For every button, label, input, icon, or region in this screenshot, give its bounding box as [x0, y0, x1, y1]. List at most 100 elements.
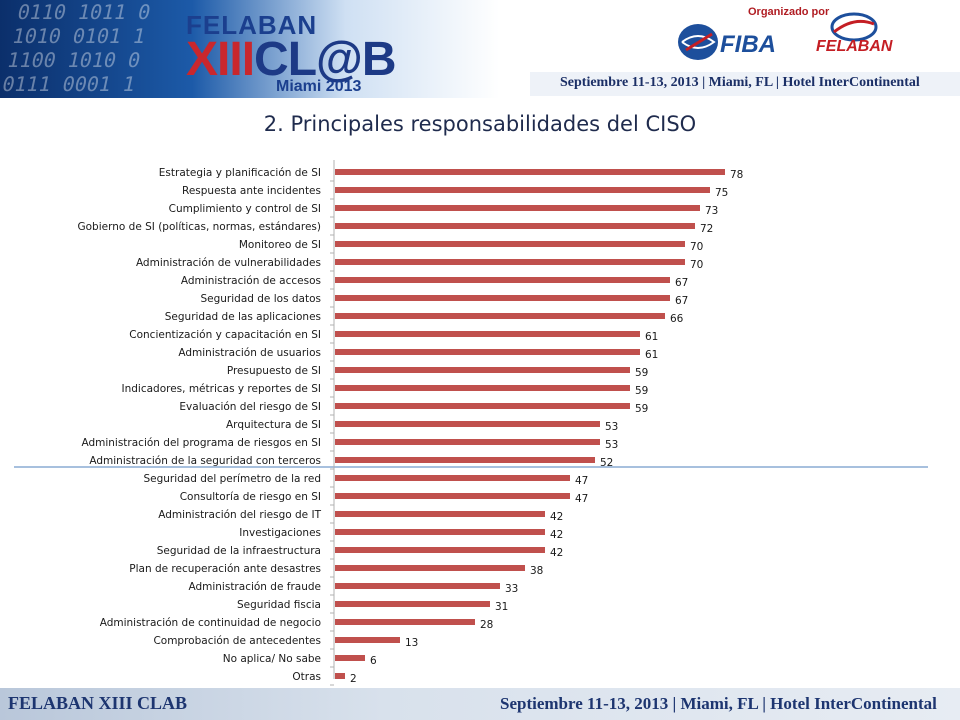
value-label: 70 — [690, 241, 703, 253]
value-label: 38 — [530, 565, 543, 577]
value-label: 31 — [495, 601, 508, 613]
bar — [335, 421, 600, 427]
bar — [335, 241, 685, 247]
value-label: 73 — [705, 205, 718, 217]
value-label: 6 — [370, 655, 377, 667]
value-label: 13 — [405, 637, 418, 649]
value-label: 42 — [550, 529, 563, 541]
event-logo-line1: FELABAN — [186, 10, 318, 40]
bar — [335, 367, 630, 373]
category-label: Administración de usuarios — [178, 347, 321, 359]
bar — [335, 493, 570, 499]
value-label: 2 — [350, 673, 357, 685]
category-label: Seguridad de la infraestructura — [157, 545, 321, 557]
value-label: 42 — [550, 547, 563, 559]
value-label: 28 — [480, 619, 493, 631]
category-label: Seguridad de los datos — [200, 293, 321, 305]
category-label: Administración de fraude — [188, 581, 321, 593]
event-logo-b: B — [361, 33, 397, 86]
category-label: Cumplimiento y control de SI — [169, 203, 321, 215]
value-label: 53 — [605, 439, 618, 451]
event-logo: FELABAN XIIICL@B Miami 2013 — [186, 4, 396, 96]
felaban-logo-text: FELABAN — [816, 38, 893, 55]
value-label: 78 — [730, 169, 743, 181]
category-label: Seguridad del perímetro de la red — [143, 473, 321, 485]
category-label: Administración de accesos — [181, 275, 321, 287]
bar — [335, 565, 525, 571]
bar — [335, 673, 345, 679]
event-logo-line2: XIIICL@B — [186, 32, 396, 87]
bar — [335, 637, 400, 643]
bar — [335, 439, 600, 445]
bar — [335, 223, 695, 229]
category-label: No aplica/ No sabe — [223, 653, 321, 665]
felaban-globe-icon — [830, 12, 878, 42]
category-label: Estrategia y planificación de SI — [159, 167, 321, 179]
bar — [335, 403, 630, 409]
value-label: 47 — [575, 475, 588, 487]
bar — [335, 277, 670, 283]
fiba-logo: FIBA — [676, 20, 786, 64]
value-label: 53 — [605, 421, 618, 433]
category-label: Seguridad fiscia — [237, 599, 321, 611]
value-label: 72 — [700, 223, 713, 235]
category-label: Consultoría de riesgo en SI — [180, 491, 321, 503]
event-logo-xiii: XIII — [186, 33, 255, 86]
bar — [335, 259, 685, 265]
slide-title: 2. Principales responsabilidades del CIS… — [263, 112, 697, 136]
value-label: 66 — [670, 313, 684, 325]
bar — [335, 205, 700, 211]
bar — [335, 331, 640, 337]
category-label: Administración del programa de riesgos e… — [81, 437, 321, 449]
bar — [335, 655, 365, 661]
bar — [335, 547, 545, 553]
value-label: 59 — [635, 385, 648, 397]
header-info-strip: Septiembre 11-13, 2013 | Miami, FL | Hot… — [530, 72, 960, 96]
bar — [335, 385, 630, 391]
category-label: Seguridad de las aplicaciones — [165, 311, 321, 323]
category-label: Administración de continuidad de negocio — [100, 617, 321, 629]
bar — [335, 457, 595, 463]
category-label: Otras — [292, 671, 321, 683]
value-label: 42 — [550, 511, 563, 523]
organized-by-label: Organizado por — [748, 6, 830, 18]
value-label: 33 — [505, 583, 518, 595]
bar — [335, 313, 665, 319]
value-label: 47 — [575, 493, 588, 505]
bar — [335, 187, 710, 193]
value-label: 61 — [645, 331, 658, 343]
category-label: Indicadores, métricas y reportes de SI — [122, 383, 322, 395]
header-info-text: Septiembre 11-13, 2013 | Miami, FL | Hot… — [560, 75, 920, 90]
category-label: Plan de recuperación ante desastres — [129, 563, 321, 575]
event-logo-at: @ — [316, 33, 363, 86]
value-label: 59 — [635, 403, 648, 415]
responsibilities-bar-chart: Estrategia y planificación de SI 78 Respue… — [14, 160, 928, 686]
footer-event-name: FELABAN XIII CLAB — [8, 693, 188, 713]
value-label: 59 — [635, 367, 648, 379]
bar — [335, 475, 570, 481]
footer-bar: FELABAN XIII CLAB Septiembre 11-13, 2013… — [0, 688, 960, 720]
value-label: 61 — [645, 349, 658, 361]
value-label: 70 — [690, 259, 703, 271]
category-label: Respuesta ante incidentes — [182, 185, 321, 197]
category-label: Administración del riesgo de IT — [158, 509, 321, 521]
bar — [335, 601, 490, 607]
category-label: Comprobación de antecedentes — [153, 635, 321, 647]
bar — [335, 295, 670, 301]
value-label: 52 — [600, 457, 613, 469]
event-logo-city: Miami 2013 — [276, 78, 362, 95]
value-label: 75 — [715, 187, 728, 199]
value-label: 67 — [675, 295, 688, 307]
category-label: Monitoreo de SI — [239, 239, 321, 251]
category-label: Presupuesto de SI — [227, 365, 321, 377]
bar — [335, 583, 500, 589]
category-label: Gobierno de SI (políticas, normas, están… — [78, 221, 322, 233]
category-label: Administración de vulnerabilidades — [136, 257, 321, 269]
category-label: Arquitectura de SI — [226, 419, 321, 431]
footer-event-info: Septiembre 11-13, 2013 | Miami, FL | Hot… — [500, 694, 937, 713]
category-label: Concientización y capacitación en SI — [129, 329, 321, 341]
fiba-logo-text: FIBA — [720, 31, 776, 58]
bar — [335, 349, 640, 355]
event-logo-cl: CL — [254, 33, 317, 86]
bar — [335, 511, 545, 517]
